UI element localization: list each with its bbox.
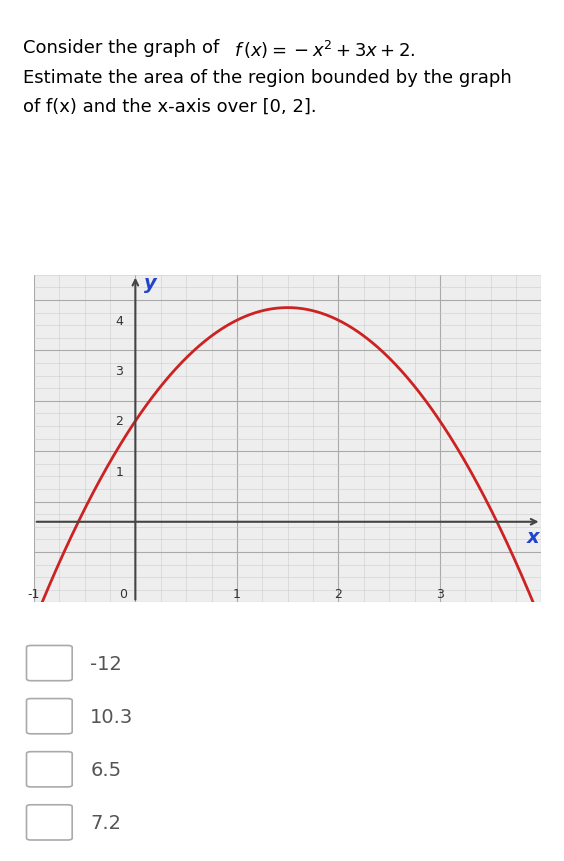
Text: x: x	[527, 528, 540, 547]
FancyBboxPatch shape	[27, 805, 72, 840]
Text: 7.2: 7.2	[90, 813, 121, 832]
Text: 6.5: 6.5	[90, 760, 121, 779]
FancyBboxPatch shape	[27, 646, 72, 681]
Text: 2: 2	[115, 415, 123, 428]
Text: 3: 3	[436, 587, 444, 600]
Text: -12: -12	[90, 653, 122, 672]
Text: of f(x) and the x-axis over [0, 2].: of f(x) and the x-axis over [0, 2].	[23, 97, 316, 115]
FancyBboxPatch shape	[27, 699, 72, 734]
Text: y: y	[144, 274, 157, 293]
FancyBboxPatch shape	[27, 752, 72, 787]
Text: 1: 1	[233, 587, 241, 600]
Text: 0: 0	[119, 587, 127, 600]
Text: Estimate the area of the region bounded by the graph: Estimate the area of the region bounded …	[23, 69, 512, 87]
Text: Consider the graph of: Consider the graph of	[23, 39, 224, 57]
Text: 4: 4	[115, 314, 123, 327]
Text: 3: 3	[115, 365, 123, 378]
Text: -1: -1	[28, 587, 40, 600]
Text: 10.3: 10.3	[90, 707, 134, 726]
Text: 1: 1	[115, 465, 123, 479]
Text: $f\,(x) = -x^2 + 3x + 2.$: $f\,(x) = -x^2 + 3x + 2.$	[234, 39, 416, 61]
Text: 2: 2	[334, 587, 342, 600]
